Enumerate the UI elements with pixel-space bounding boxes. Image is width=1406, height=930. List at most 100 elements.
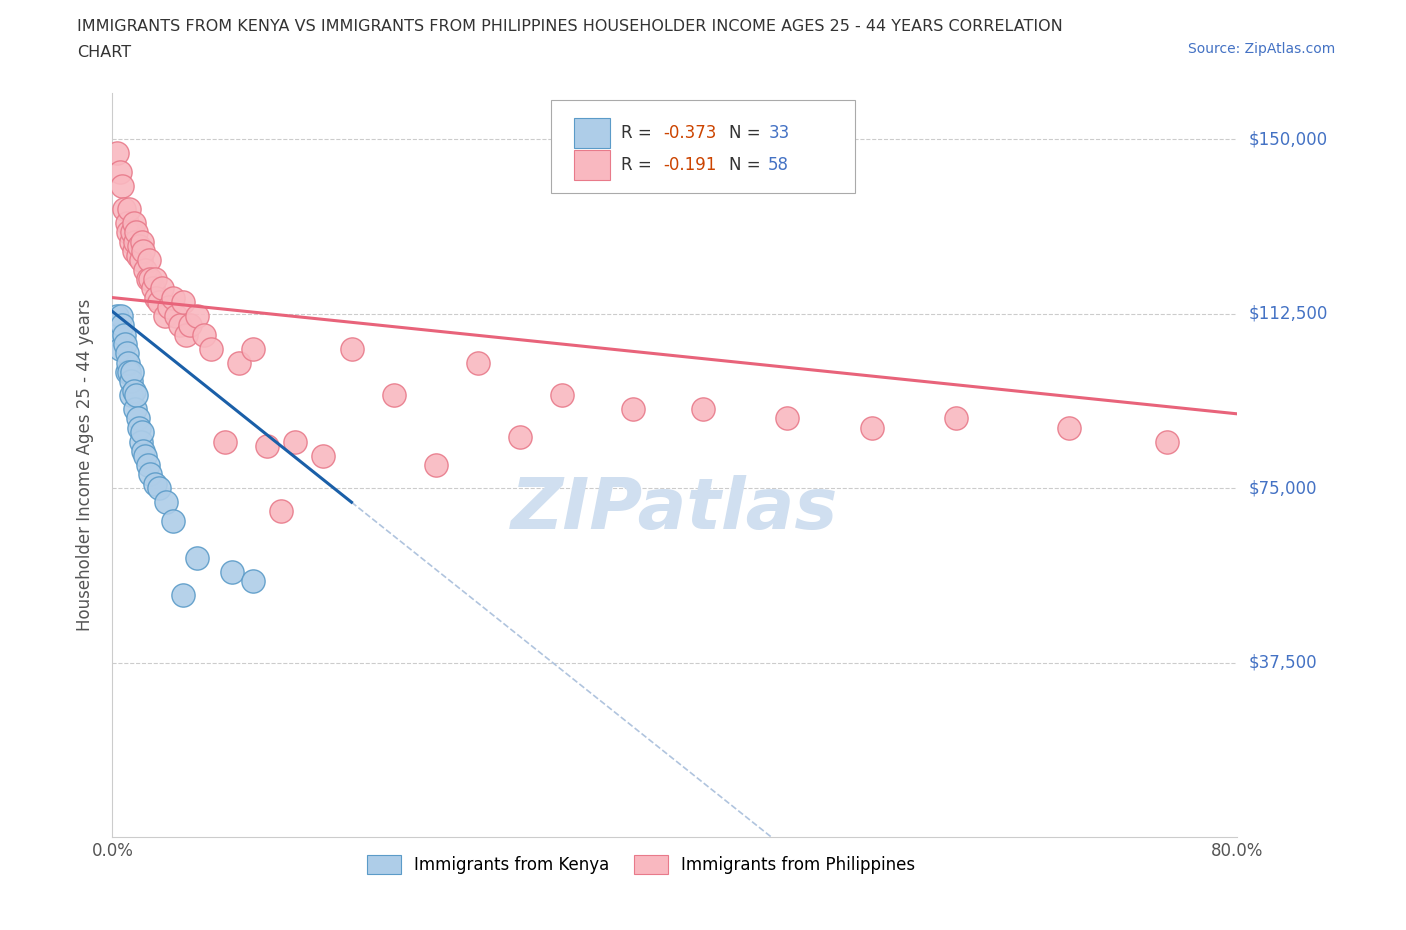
Point [186,551,208,565]
Text: -0.191: -0.191 [664,156,717,174]
Text: $75,000: $75,000 [1249,479,1317,498]
Point [551,388,574,403]
Point [228,355,250,370]
Point [169,318,191,333]
Point [382,388,405,403]
Point [142,281,165,296]
Point [153,309,176,324]
Point [124,402,146,417]
Point [148,481,170,496]
Point [136,272,159,286]
Text: $37,500: $37,500 [1249,654,1317,671]
Point [115,346,138,361]
Point [120,388,142,403]
Text: R =: R = [621,124,657,142]
Point [312,448,335,463]
Text: ZIPatlas: ZIPatlas [512,475,838,544]
Point [134,448,156,463]
Point [111,318,134,333]
Point [111,179,134,193]
Point [105,146,128,161]
Point [122,244,145,259]
Point [162,290,184,305]
Point [108,165,131,179]
Point [467,355,489,370]
Point [105,309,128,324]
Point [128,420,150,435]
Point [127,248,149,263]
Point [200,341,222,356]
Point [172,295,194,310]
Point [692,402,714,417]
Point [340,341,363,356]
Point [242,341,264,356]
Point [117,225,139,240]
Point [129,253,152,268]
Point [179,318,201,333]
Point [120,234,142,249]
Point [114,337,136,352]
Point [221,565,243,579]
Text: IMMIGRANTS FROM KENYA VS IMMIGRANTS FROM PHILIPPINES HOUSEHOLDER INCOME AGES 25 : IMMIGRANTS FROM KENYA VS IMMIGRANTS FROM… [77,19,1063,33]
Point [110,309,132,324]
Y-axis label: Householder Income Ages 25 - 44 years: Householder Income Ages 25 - 44 years [76,299,94,631]
Point [127,411,149,426]
Point [125,225,148,240]
Text: R =: R = [621,156,657,174]
Point [776,411,799,426]
Point [270,504,292,519]
Point [128,239,150,254]
Point [1156,434,1178,449]
Text: -0.373: -0.373 [664,124,717,142]
Point [125,388,148,403]
Point [145,290,167,305]
FancyBboxPatch shape [574,150,610,179]
Point [165,309,187,324]
Point [155,495,177,510]
Point [860,420,883,435]
FancyBboxPatch shape [551,100,855,193]
Point [945,411,967,426]
Point [162,513,184,528]
Text: 58: 58 [768,156,789,174]
Point [115,365,138,379]
Point [425,458,447,472]
Text: CHART: CHART [77,45,131,60]
Point [132,244,155,259]
Point [186,309,208,324]
Point [122,383,145,398]
Point [157,299,180,314]
Point [143,272,166,286]
Point [118,365,141,379]
Text: $112,500: $112,500 [1249,305,1327,323]
Point [117,355,139,370]
Text: N =: N = [728,124,766,142]
Point [132,444,155,458]
Point [193,327,215,342]
Point [131,425,153,440]
Point [256,439,278,454]
Point [148,295,170,310]
Point [129,434,152,449]
Point [122,216,145,231]
Text: N =: N = [728,156,766,174]
Point [143,476,166,491]
Point [174,327,197,342]
Legend: Immigrants from Kenya, Immigrants from Philippines: Immigrants from Kenya, Immigrants from P… [360,848,922,881]
Point [150,281,173,296]
Text: Source: ZipAtlas.com: Source: ZipAtlas.com [1188,42,1336,56]
Point [1057,420,1080,435]
Point [121,365,143,379]
Point [107,327,129,342]
Point [138,253,160,268]
Point [115,216,138,231]
Point [120,374,142,389]
Point [131,234,153,249]
Point [136,458,159,472]
Point [134,262,156,277]
Point [112,202,135,217]
Point [509,430,531,445]
Point [214,434,236,449]
Point [139,272,162,286]
Text: $150,000: $150,000 [1249,130,1327,149]
